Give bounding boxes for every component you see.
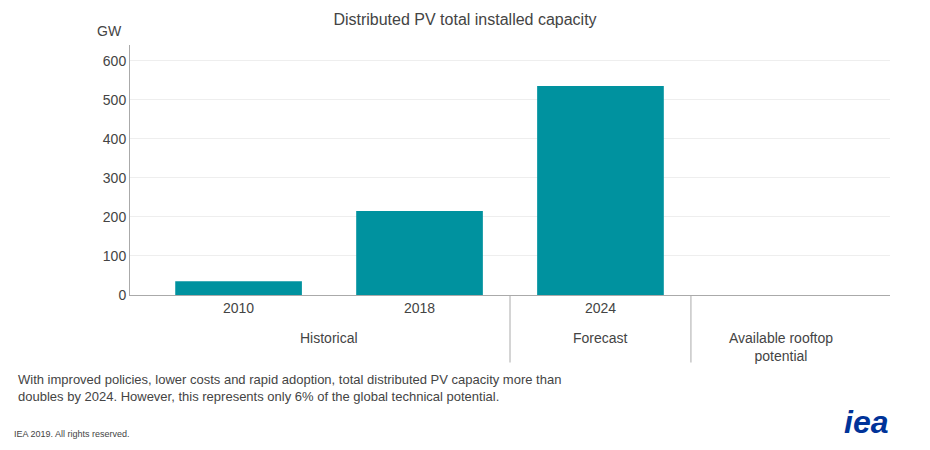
svg-text:200: 200: [103, 209, 127, 225]
svg-text:iea: iea: [844, 404, 888, 440]
svg-text:400: 400: [103, 131, 127, 147]
svg-text:500: 500: [103, 92, 127, 108]
svg-text:2018: 2018: [404, 300, 435, 316]
svg-text:Distributed PV total installed: Distributed PV total installed capacity: [333, 11, 596, 28]
svg-text:0: 0: [118, 287, 126, 303]
svg-text:IEA 2019. All rights reserved.: IEA 2019. All rights reserved.: [14, 429, 130, 439]
svg-text:With improved policies, lower: With improved policies, lower costs and …: [18, 372, 561, 404]
svg-text:Available rooftoppotential: Available rooftoppotential: [729, 330, 833, 364]
svg-text:Historical: Historical: [300, 330, 358, 346]
svg-text:GW: GW: [97, 23, 122, 39]
svg-text:600: 600: [103, 53, 127, 69]
svg-text:Forecast: Forecast: [573, 330, 628, 346]
svg-text:2024: 2024: [585, 300, 616, 316]
svg-text:300: 300: [103, 170, 127, 186]
svg-text:100: 100: [103, 248, 127, 264]
svg-text:2010: 2010: [223, 300, 254, 316]
